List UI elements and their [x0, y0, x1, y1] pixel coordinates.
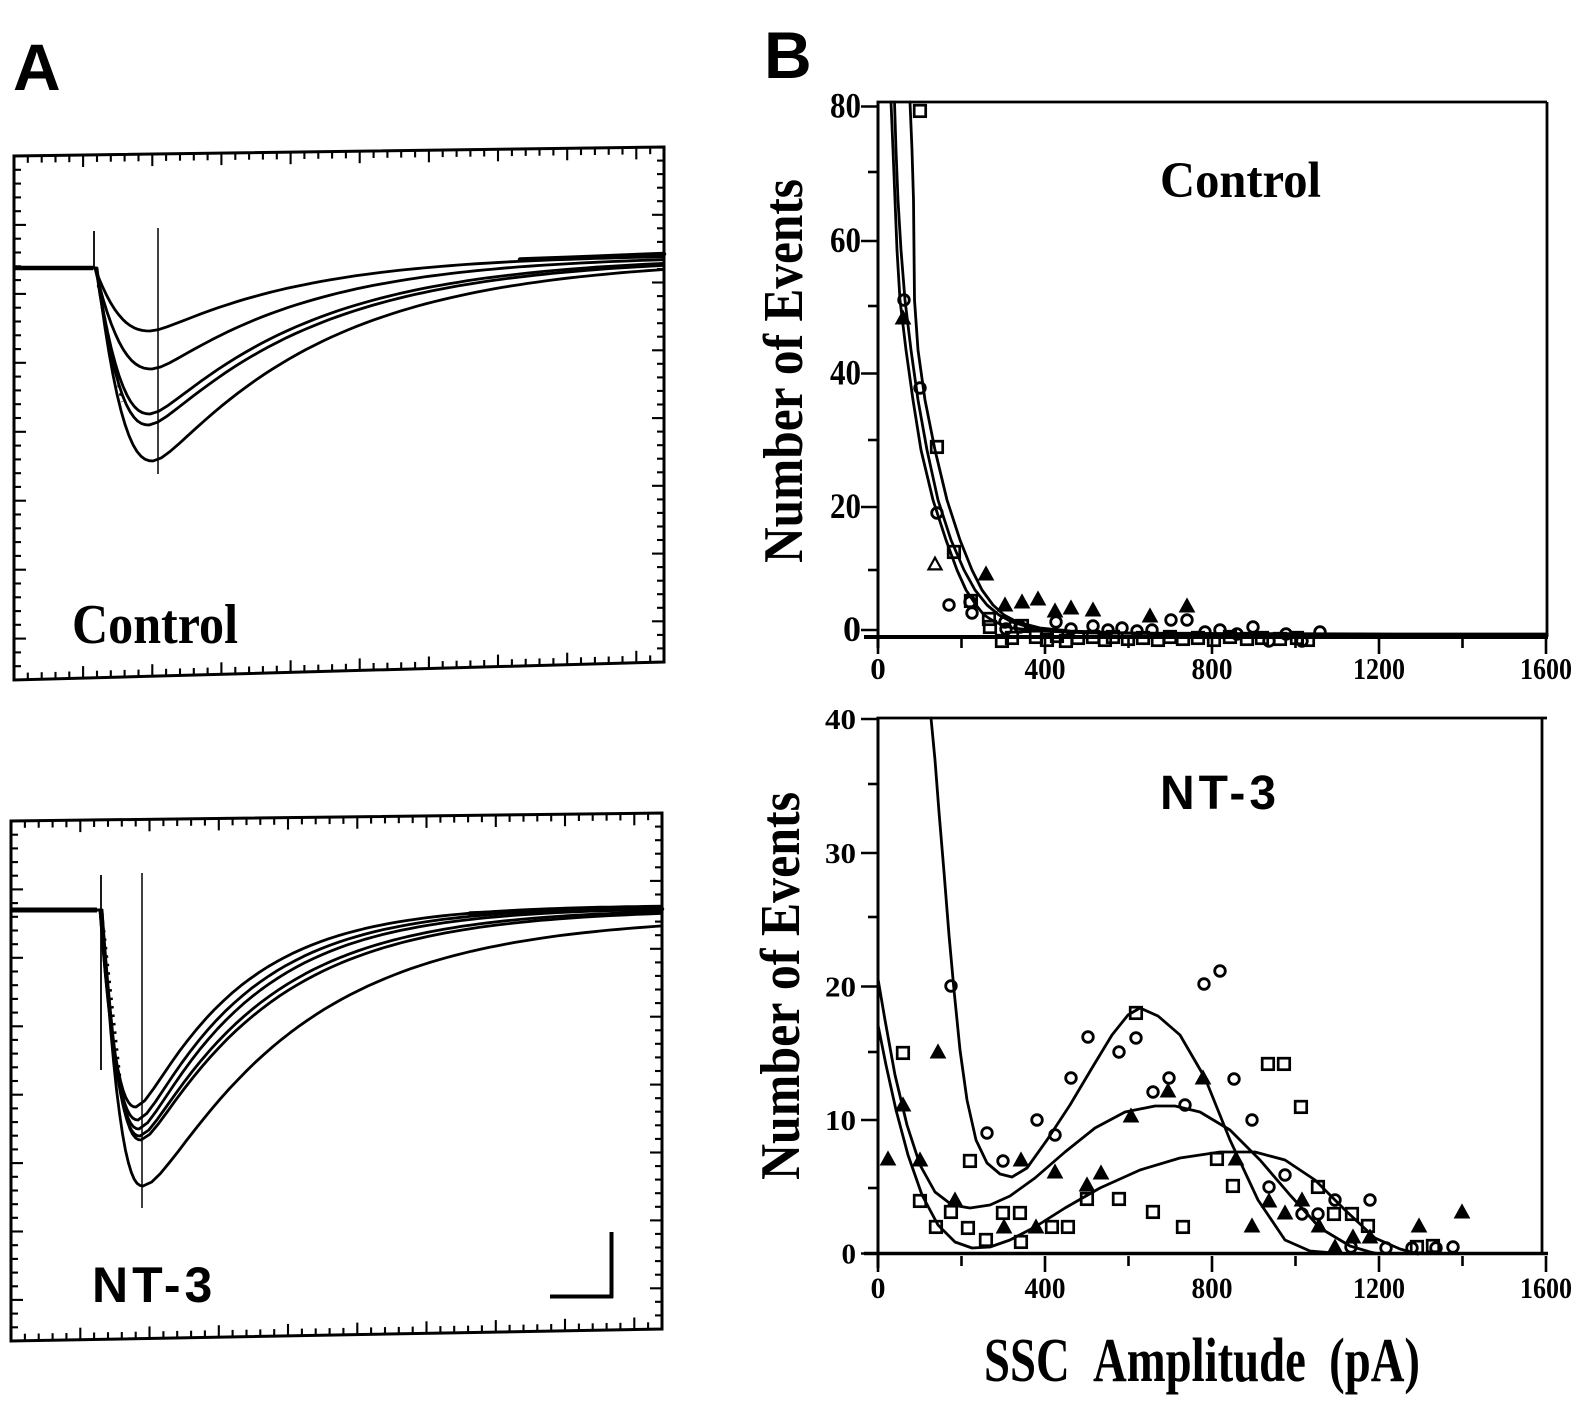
svg-text:Control: Control — [72, 594, 238, 656]
svg-text:20: 20 — [825, 972, 856, 1004]
svg-text:1200: 1200 — [1353, 651, 1405, 686]
svg-text:Number of Events: Number of Events — [753, 179, 815, 563]
svg-text:80: 80 — [830, 86, 861, 126]
svg-text:1600: 1600 — [1520, 1272, 1572, 1305]
svg-text:60: 60 — [830, 220, 861, 260]
svg-text:A: A — [13, 30, 61, 104]
svg-text:800: 800 — [1192, 1272, 1233, 1305]
svg-text:1200: 1200 — [1353, 1272, 1405, 1305]
svg-text:SSC Amplitude (pA): SSC Amplitude (pA) — [984, 1327, 1420, 1395]
svg-text:B: B — [764, 18, 812, 92]
svg-text:0: 0 — [870, 651, 886, 686]
svg-text:20: 20 — [830, 486, 861, 526]
svg-text:40: 40 — [830, 353, 861, 393]
svg-text:1600: 1600 — [1520, 651, 1572, 686]
svg-text:400: 400 — [1025, 1272, 1066, 1305]
svg-text:10: 10 — [825, 1105, 856, 1137]
svg-text:Number of Events: Number of Events — [750, 792, 812, 1180]
svg-text:30: 30 — [825, 838, 856, 870]
svg-text:NT-3: NT-3 — [92, 1257, 216, 1313]
svg-text:0: 0 — [871, 1272, 886, 1305]
svg-text:800: 800 — [1192, 651, 1233, 686]
svg-text:400: 400 — [1025, 651, 1066, 686]
svg-text:Control: Control — [1160, 153, 1321, 209]
svg-text:0: 0 — [843, 609, 861, 649]
svg-text:40: 40 — [825, 704, 856, 736]
svg-text:NT-3: NT-3 — [1160, 767, 1280, 820]
svg-text:0: 0 — [842, 1239, 857, 1271]
